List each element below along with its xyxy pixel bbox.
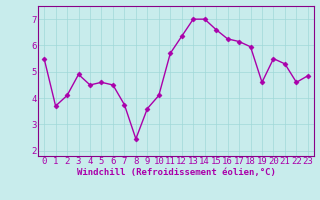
X-axis label: Windchill (Refroidissement éolien,°C): Windchill (Refroidissement éolien,°C): [76, 168, 276, 177]
